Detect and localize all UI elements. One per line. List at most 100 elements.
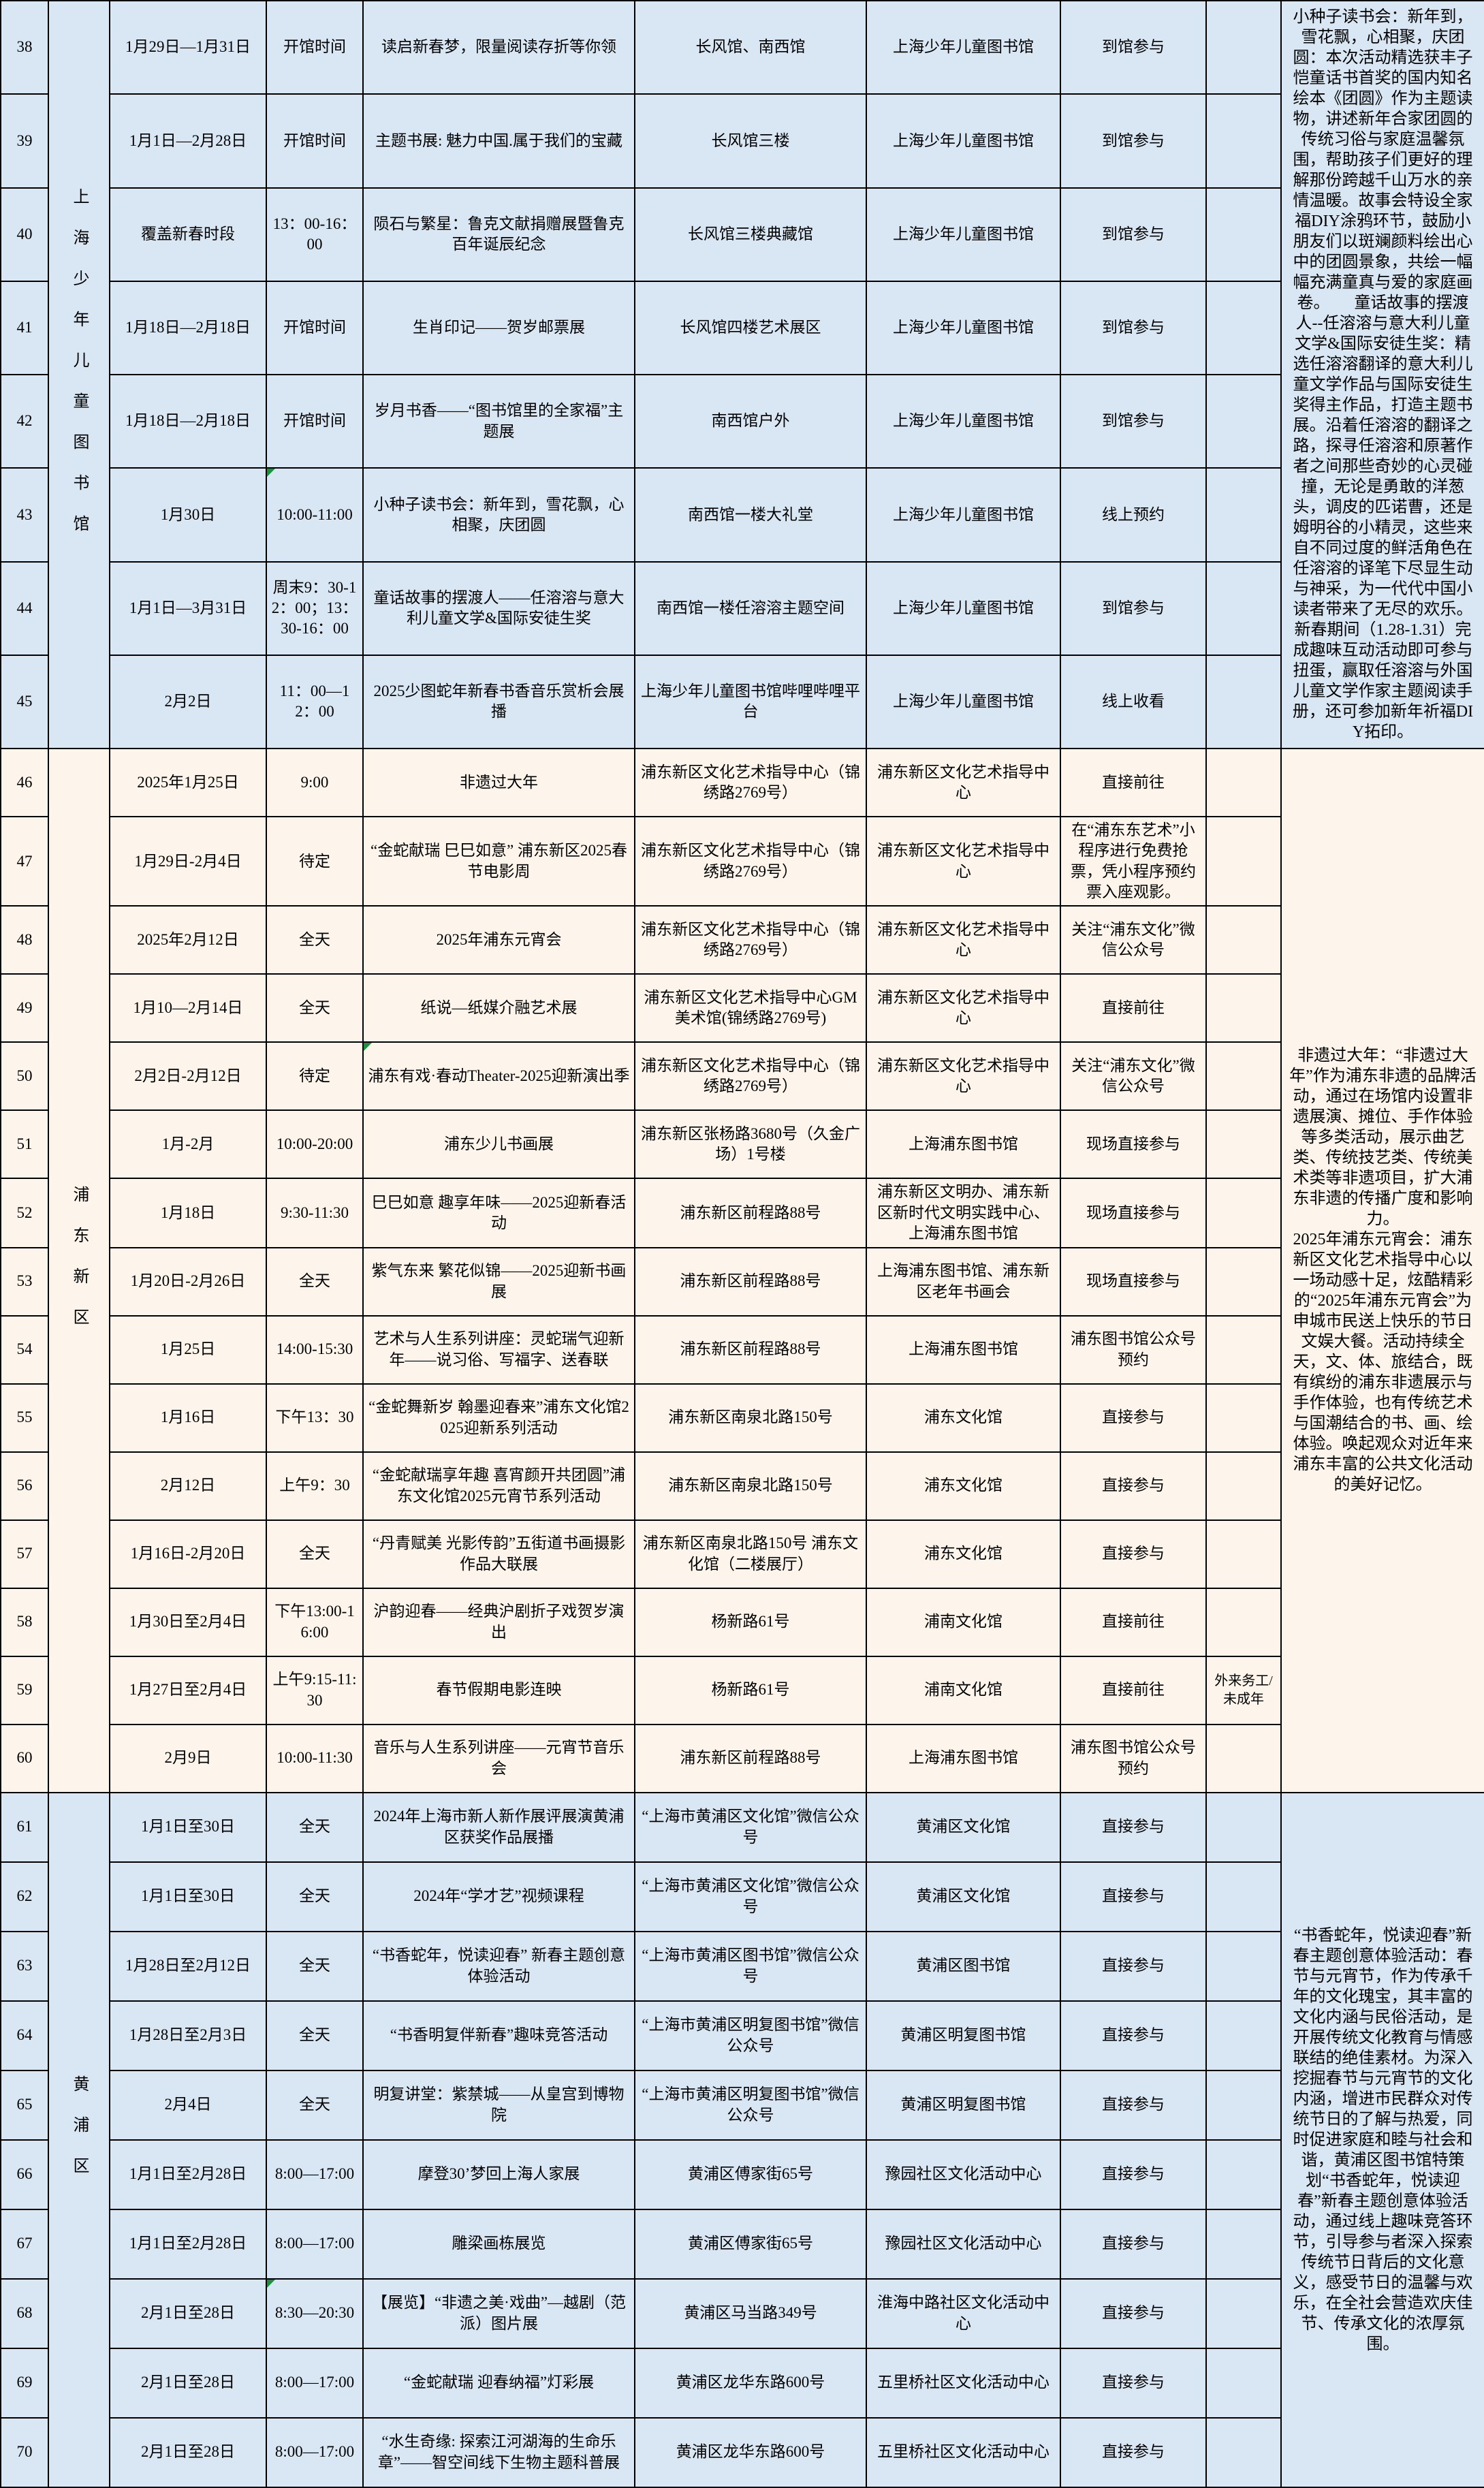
cell-note xyxy=(1205,905,1282,975)
district-label: 黄浦区 xyxy=(70,2075,88,2199)
cell-date: 1月30日至2月4日 xyxy=(109,1587,267,1657)
cell-organizer: 五里桥社区文化活动中心 xyxy=(866,2416,1061,2488)
cell-participation: 直接参与 xyxy=(1060,1861,1207,1932)
cell-location: 南西馆户外 xyxy=(634,373,867,469)
cell-organizer: 上海少年儿童图书馆 xyxy=(866,187,1061,282)
cell-participation: 直接参与 xyxy=(1060,2416,1207,2488)
cell-note xyxy=(1205,1246,1282,1317)
cell-date: 1月29日-2月4日 xyxy=(109,815,267,907)
cell-date: 2月2日 xyxy=(109,654,267,750)
cell-organizer: 上海浦东图书馆 xyxy=(866,1109,1061,1180)
table-row: 61 黄浦区 1月1日至30日 全天 2024年上海市新人新作展评展演黄浦区获奖作品展播… xyxy=(0,1791,1484,2488)
cell-note xyxy=(1205,280,1282,376)
cell-organizer: 浦东文化馆 xyxy=(866,1383,1061,1453)
cell-date: 1月18日 xyxy=(109,1178,267,1248)
cell-participation: 直接参与 xyxy=(1060,1383,1207,1453)
table-row: 42 1月18日—2月18日 开馆时间 岁月书香——“图书馆里的全家福”主题展 南西馆户… xyxy=(0,373,1484,469)
cell-time: 全天 xyxy=(266,1519,364,1589)
cell-location: 长风馆三楼 xyxy=(634,93,867,189)
cell-organizer: 浦东文化馆 xyxy=(866,1519,1061,1589)
cell-no: 59 xyxy=(0,1655,49,1725)
cell-organizer: 黄浦区明复图书馆 xyxy=(866,2000,1061,2071)
cell-organizer: 浦东新区文化艺术指导中心 xyxy=(866,815,1061,907)
cell-date: 2月1日至28日 xyxy=(109,2278,267,2349)
cell-note xyxy=(1205,1041,1282,1112)
cell-participation: 直接参与 xyxy=(1060,1451,1207,1521)
cell-date: 1月18日—2月18日 xyxy=(109,373,267,469)
cell-organizer: 上海少年儿童图书馆 xyxy=(866,93,1061,189)
cell-time: 全天 xyxy=(266,1791,364,1863)
cell-organizer: 黄浦区图书馆 xyxy=(866,1930,1061,2002)
cell-participation: 到馆参与 xyxy=(1060,280,1207,376)
cell-organizer: 上海浦东图书馆、浦东新区老年书画会 xyxy=(866,1246,1061,1317)
table-row: 67 1月1日至2月28日 8:00—17:00 雕梁画栋展览 黄浦区傅家街65号 豫园社… xyxy=(0,2208,1484,2280)
cell-location: 南西馆一楼大礼堂 xyxy=(634,467,867,563)
cell-date: 1月16日-2月20日 xyxy=(109,1519,267,1589)
cell-no: 47 xyxy=(0,815,49,907)
cell-activity: 摩登30’梦回上海人家展 xyxy=(362,2139,635,2210)
cell-note xyxy=(1205,2278,1282,2349)
cell-no: 50 xyxy=(0,1041,49,1112)
cell-activity: 明复讲堂：紫禁城——从皇宫到博物院 xyxy=(362,2069,635,2141)
cell-time: 全天 xyxy=(266,2000,364,2071)
cell-no: 63 xyxy=(0,1930,49,2002)
table-row: 50 2月2日-2月12日 待定 浦东有戏·春动Theater-2025迎新演出季 浦东… xyxy=(0,1041,1484,1112)
cell-time: 待定 xyxy=(266,1041,364,1112)
cell-note xyxy=(1205,2208,1282,2280)
cell-no: 52 xyxy=(0,1178,49,1248)
cell-location: 黄浦区傅家街65号 xyxy=(634,2208,867,2280)
cell-time: 待定 xyxy=(266,815,364,907)
cell-location: “上海市黄浦区图书馆”微信公众号 xyxy=(634,1930,867,2002)
cell-participation: 直接参与 xyxy=(1060,2139,1207,2210)
cell-organizer: 五里桥社区文化活动中心 xyxy=(866,2347,1061,2419)
cell-date: 2月9日 xyxy=(109,1723,267,1793)
table-row: 41 1月18日—2月18日 开馆时间 生肖印记——贺岁邮票展 长风馆四楼艺术展区 上海少… xyxy=(0,280,1484,376)
cell-date: 1月-2月 xyxy=(109,1109,267,1180)
table-row: 65 2月4日 全天 明复讲堂：紫禁城——从皇宫到博物院 “上海市黄浦区明复图书馆”微信… xyxy=(0,2069,1484,2141)
cell-organizer: 浦东新区文化艺术指导中心 xyxy=(866,905,1061,975)
cell-time: 9:00 xyxy=(266,748,364,817)
cell-location: 浦东新区前程路88号 xyxy=(634,1178,867,1248)
cell-location: 长风馆、南西馆 xyxy=(634,0,867,95)
cell-participation: 浦东图书馆公众号预约 xyxy=(1060,1723,1207,1793)
cell-note xyxy=(1205,93,1282,189)
cell-no: 44 xyxy=(0,561,49,656)
cell-time: 10:00-20:00 xyxy=(266,1109,364,1180)
table-row: 59 1月27日至2月4日 上午9:15-11:30 春节假期电影连映 杨新路61号 浦南… xyxy=(0,1655,1484,1725)
cell-participation: 到馆参与 xyxy=(1060,561,1207,656)
cell-activity: 小种子读书会：新年到，雪花飘，心相聚，庆团圆 xyxy=(362,467,635,563)
cell-note xyxy=(1205,973,1282,1043)
cell-activity: 2024年“学才艺”视频课程 xyxy=(362,1861,635,1932)
cell-participation: 直接参与 xyxy=(1060,2069,1207,2141)
cell-no: 51 xyxy=(0,1109,49,1180)
cell-participation: 直接参与 xyxy=(1060,1791,1207,1863)
cell-activity: 春节假期电影连映 xyxy=(362,1655,635,1725)
cell-time: 10:00-11:30 xyxy=(266,1723,364,1793)
cell-time: 全天 xyxy=(266,1861,364,1932)
cell-note xyxy=(1205,1519,1282,1589)
cell-no: 46 xyxy=(0,748,49,817)
cell-no: 61 xyxy=(0,1791,49,1863)
cell-no: 54 xyxy=(0,1314,49,1385)
table-row: 70 2月1日至28日 8:00—17:00 “水生奇缘: 探索江河湖海的生命乐章”—… xyxy=(0,2416,1484,2488)
cell-date: 1月30日 xyxy=(109,467,267,563)
table-row: 54 1月25日 14:00-15:30 艺术与人生系列讲座：灵蛇瑞气迎新年——说习俗… xyxy=(0,1314,1484,1385)
cell-note xyxy=(1205,1383,1282,1453)
section-description: 小种子读书会：新年到，雪花飘，心相聚，庆团圆：本次活动精选获丰子恺童话书首奖的国… xyxy=(1280,0,1484,749)
cell-location: “上海市黄浦区明复图书馆”微信公众号 xyxy=(634,2000,867,2071)
cell-no: 39 xyxy=(0,93,49,189)
cell-date: 覆盖新春时段 xyxy=(109,187,267,282)
cell-no: 64 xyxy=(0,2000,49,2071)
cell-time: 全天 xyxy=(266,1246,364,1317)
cell-time: 全天 xyxy=(266,973,364,1043)
cell-no: 48 xyxy=(0,905,49,975)
cell-no: 67 xyxy=(0,2208,49,2280)
cell-date: 1月28日至2月3日 xyxy=(109,2000,267,2071)
cell-time: 开馆时间 xyxy=(266,93,364,189)
cell-date: 1月16日 xyxy=(109,1383,267,1453)
cell-date: 2月1日至28日 xyxy=(109,2416,267,2488)
cell-note xyxy=(1205,0,1282,95)
cell-note xyxy=(1205,2416,1282,2488)
cell-activity: 2025少图蛇年新春书香音乐赏析会展播 xyxy=(362,654,635,750)
cell-organizer: 浦东新区文明办、浦东新区新时代文明实践中心、上海浦东图书馆 xyxy=(866,1178,1061,1248)
